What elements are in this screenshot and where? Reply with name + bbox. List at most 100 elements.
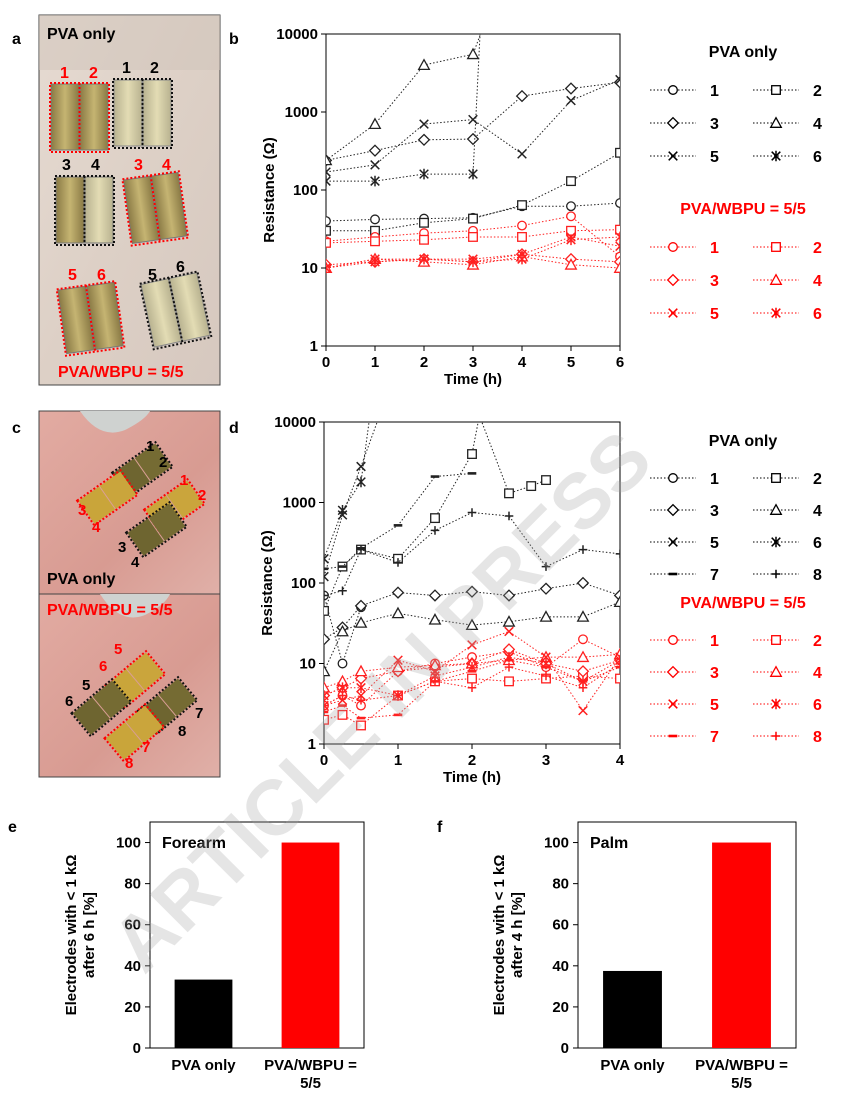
x-tick-label: 3 [542, 752, 550, 769]
electrode-number: 6 [176, 259, 185, 276]
legend-entry: 3 [710, 665, 719, 682]
data-point [566, 95, 576, 106]
y-axis-label: Resistance (Ω) [259, 530, 276, 635]
electrode-outline-black [70, 677, 133, 738]
series-line [324, 653, 620, 689]
data-point [356, 476, 366, 488]
electrode [142, 79, 172, 147]
plot-area [577, 821, 797, 1049]
data-point [466, 47, 480, 60]
y-tick-label: 100 [544, 835, 569, 852]
series-line [324, 422, 547, 612]
data-point [615, 652, 620, 662]
data-point [337, 709, 348, 720]
data-point [324, 701, 329, 710]
bar [281, 842, 340, 1048]
electrode-number: 3 [62, 157, 71, 174]
electrode [166, 480, 204, 518]
y-tick-label: 10 [299, 656, 316, 673]
data-point [576, 650, 590, 663]
data-point [338, 691, 347, 700]
electrode [127, 518, 165, 556]
electrode [50, 83, 80, 151]
data-point [370, 256, 380, 268]
electrode [126, 652, 164, 691]
data-point [419, 168, 429, 180]
electrode-number: 5 [82, 677, 90, 694]
data-point [467, 508, 477, 517]
electrode-outline-black [124, 500, 189, 559]
data-point [566, 211, 576, 222]
data-point [517, 220, 527, 231]
data-point [324, 700, 329, 711]
photo-a-bottom-label: PVA/WBPU = 5/5 [58, 364, 184, 381]
data-point [502, 615, 516, 627]
series-line [326, 81, 620, 161]
y-tick-label: 1 [308, 736, 316, 753]
legend-marker [769, 116, 783, 128]
legend-entry: 4 [813, 273, 822, 290]
electrode-number: 8 [125, 755, 133, 772]
data-point [337, 505, 348, 516]
data-point [615, 549, 620, 559]
legend-entry: 7 [710, 729, 719, 746]
electrode-outline-red [75, 468, 140, 527]
x-tick-label: 5 [567, 354, 575, 371]
data-point [356, 720, 366, 731]
electrode-outline-black [110, 440, 175, 499]
y-tick-label: 0 [133, 1040, 141, 1057]
data-point [324, 553, 329, 565]
electrode [79, 83, 109, 151]
electrode [105, 722, 143, 760]
x-axis-label: Time (h) [444, 371, 502, 388]
electrode-number: 4 [162, 157, 171, 174]
data-point [539, 610, 553, 622]
y-axis-label: after 4 h [%] [509, 892, 526, 978]
legend-entry: 1 [710, 83, 719, 100]
chart-title: Forearm [162, 835, 226, 852]
data-point [564, 82, 578, 95]
x-tick-label: 1 [371, 354, 379, 371]
data-point [419, 119, 429, 129]
electrode [113, 458, 151, 496]
legend-marker [666, 665, 680, 679]
data-point [504, 676, 514, 687]
data-point [370, 175, 380, 187]
electrode [158, 678, 196, 717]
data-point [430, 677, 440, 686]
plot-area [325, 33, 621, 347]
legend-marker [771, 569, 781, 579]
bar [174, 979, 233, 1048]
x-tick-label: 4 [616, 752, 625, 769]
data-point [465, 618, 479, 631]
series-line [324, 582, 620, 640]
legend: PVA only 1 2 3 4 5 6 PVA/WBPU = 5/5 1 2 3 4 5 6 [650, 44, 822, 323]
data-point [566, 176, 576, 187]
electrode [138, 695, 176, 733]
y-tick-label: 20 [124, 999, 141, 1016]
electrode-number: 1 [122, 60, 131, 77]
photo-a-top-label: PVA only [47, 26, 116, 43]
category-label: 5/5 [731, 1075, 752, 1092]
data-point [336, 624, 349, 637]
electrode-number: 2 [198, 487, 206, 504]
legend-marker [668, 85, 678, 95]
legend-marker [668, 473, 678, 483]
data-point [430, 526, 440, 535]
data-point [578, 683, 588, 693]
data-point [324, 633, 331, 646]
x-tick-label: 1 [394, 752, 402, 769]
legend-marker [769, 665, 783, 677]
photo-c-bottom-label: PVA/WBPU = 5/5 [47, 602, 173, 619]
y-tick-label: 100 [293, 182, 318, 199]
chart-e: 0 20 40 60 80 100 PVA only PVA/WBPU =5/5 Forearm… [63, 821, 365, 1092]
data-point [539, 582, 553, 595]
data-point [517, 253, 527, 265]
legend-marker [668, 635, 678, 645]
electrode [92, 680, 130, 719]
x-tick-label: 6 [616, 354, 624, 371]
electrode-number: 2 [89, 65, 98, 82]
legend-marker [666, 503, 680, 517]
y-axis-label: Electrodes with < 1 kΩ [63, 855, 80, 1016]
